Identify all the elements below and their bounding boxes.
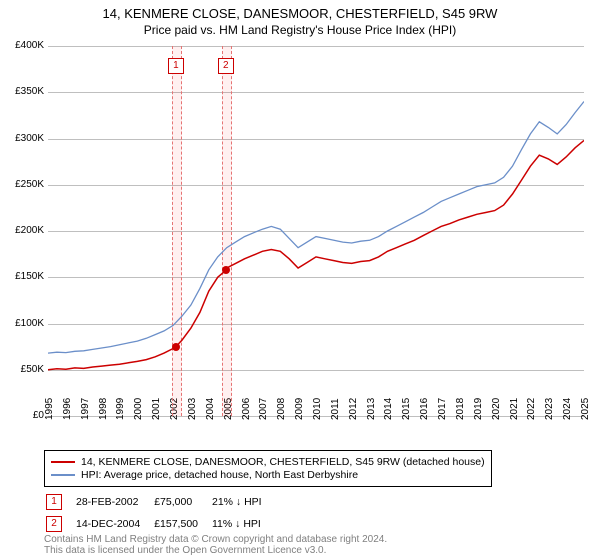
title-subtitle: Price paid vs. HM Land Registry's House … — [0, 23, 600, 37]
legend-swatch — [51, 461, 75, 463]
legend-swatch — [51, 474, 75, 476]
legend-row: 14, KENMERE CLOSE, DANESMOOR, CHESTERFIE… — [51, 456, 485, 468]
y-tick-label: £400K — [4, 40, 44, 51]
transaction-price: £157,500 — [154, 514, 210, 534]
transaction-date: 14-DEC-2004 — [76, 514, 152, 534]
transaction-delta: 21% ↓ HPI — [212, 492, 274, 512]
legend-label: 14, KENMERE CLOSE, DANESMOOR, CHESTERFIE… — [81, 456, 485, 468]
transaction-date: 28-FEB-2002 — [76, 492, 152, 512]
transaction-marker-icon: 2 — [46, 516, 62, 532]
y-tick-label: £300K — [4, 133, 44, 144]
y-tick-label: £350K — [4, 86, 44, 97]
title-address: 14, KENMERE CLOSE, DANESMOOR, CHESTERFIE… — [0, 6, 600, 21]
legend-row: HPI: Average price, detached house, Nort… — [51, 469, 485, 481]
transaction-marker-icon: 1 — [46, 494, 62, 510]
chart-plot-area: £0£50K£100K£150K£200K£250K£300K£350K£400… — [48, 46, 584, 416]
legend: 14, KENMERE CLOSE, DANESMOOR, CHESTERFIE… — [44, 450, 492, 487]
sale-dot — [172, 343, 180, 351]
y-tick-label: £0 — [4, 410, 44, 421]
footer-line1: Contains HM Land Registry data © Crown c… — [44, 534, 387, 545]
transaction-delta: 11% ↓ HPI — [212, 514, 274, 534]
y-tick-label: £200K — [4, 225, 44, 236]
transactions-table: 1 28-FEB-2002£75,00021% ↓ HPI 2 14-DEC-2004… — [44, 490, 276, 536]
y-tick-label: £150K — [4, 271, 44, 282]
footer-line2: This data is licensed under the Open Gov… — [44, 545, 387, 556]
property-line — [48, 140, 584, 369]
transaction-row: 1 28-FEB-2002£75,00021% ↓ HPI — [46, 492, 274, 512]
chart-titles: 14, KENMERE CLOSE, DANESMOOR, CHESTERFIE… — [0, 0, 600, 37]
y-tick-label: £100K — [4, 318, 44, 329]
legend-label: HPI: Average price, detached house, Nort… — [81, 469, 358, 481]
y-tick-label: £250K — [4, 179, 44, 190]
footer-attribution: Contains HM Land Registry data © Crown c… — [44, 534, 387, 556]
y-tick-label: £50K — [4, 364, 44, 375]
chart-lines — [48, 46, 584, 416]
hpi-line — [48, 102, 584, 354]
transaction-price: £75,000 — [154, 492, 210, 512]
sale-dot — [222, 266, 230, 274]
transaction-row: 2 14-DEC-2004£157,50011% ↓ HPI — [46, 514, 274, 534]
